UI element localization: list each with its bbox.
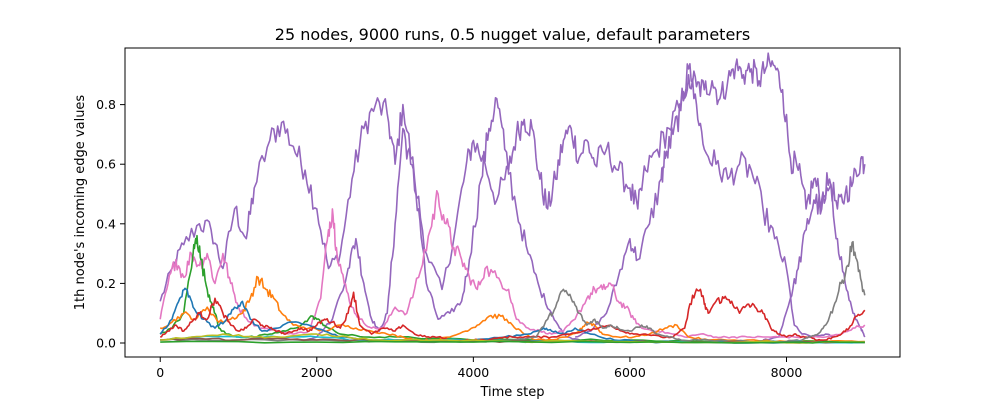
x-tick-label: 4000 (457, 365, 489, 380)
chart-title: 25 nodes, 9000 runs, 0.5 nugget value, d… (275, 25, 750, 44)
y-tick-label: 0.6 (96, 157, 116, 172)
series-line-6 (159, 234, 865, 344)
x-tick-label: 0 (156, 365, 164, 380)
x-tick-label: 8000 (771, 365, 803, 380)
x-tick-label: 6000 (614, 365, 646, 380)
series-line-3 (575, 74, 834, 338)
y-tick-label: 0.2 (96, 276, 116, 291)
y-tick-label: 0.4 (96, 216, 116, 231)
series-line-4 (762, 183, 866, 341)
plot-frame (124, 47, 901, 358)
series-line-10 (160, 240, 866, 344)
x-axis: 0 2000 4000 6000 8000 (156, 357, 802, 380)
x-axis-label: Time step (479, 385, 544, 400)
series-line-2 (301, 97, 584, 342)
y-axis-label: 1th node's incoming edge values (73, 95, 88, 311)
y-axis: 0.0 0.2 0.4 0.6 0.8 (96, 97, 125, 350)
x-tick-label: 2000 (301, 365, 333, 380)
series-line-7 (160, 275, 865, 343)
series-layer (159, 52, 866, 344)
y-tick-label: 0.0 (96, 335, 116, 350)
series-line-5 (159, 190, 866, 339)
series-line-14 (160, 340, 865, 344)
y-tick-label: 0.8 (96, 97, 116, 112)
series-line-9 (160, 288, 866, 342)
series-line-1 (159, 52, 866, 302)
